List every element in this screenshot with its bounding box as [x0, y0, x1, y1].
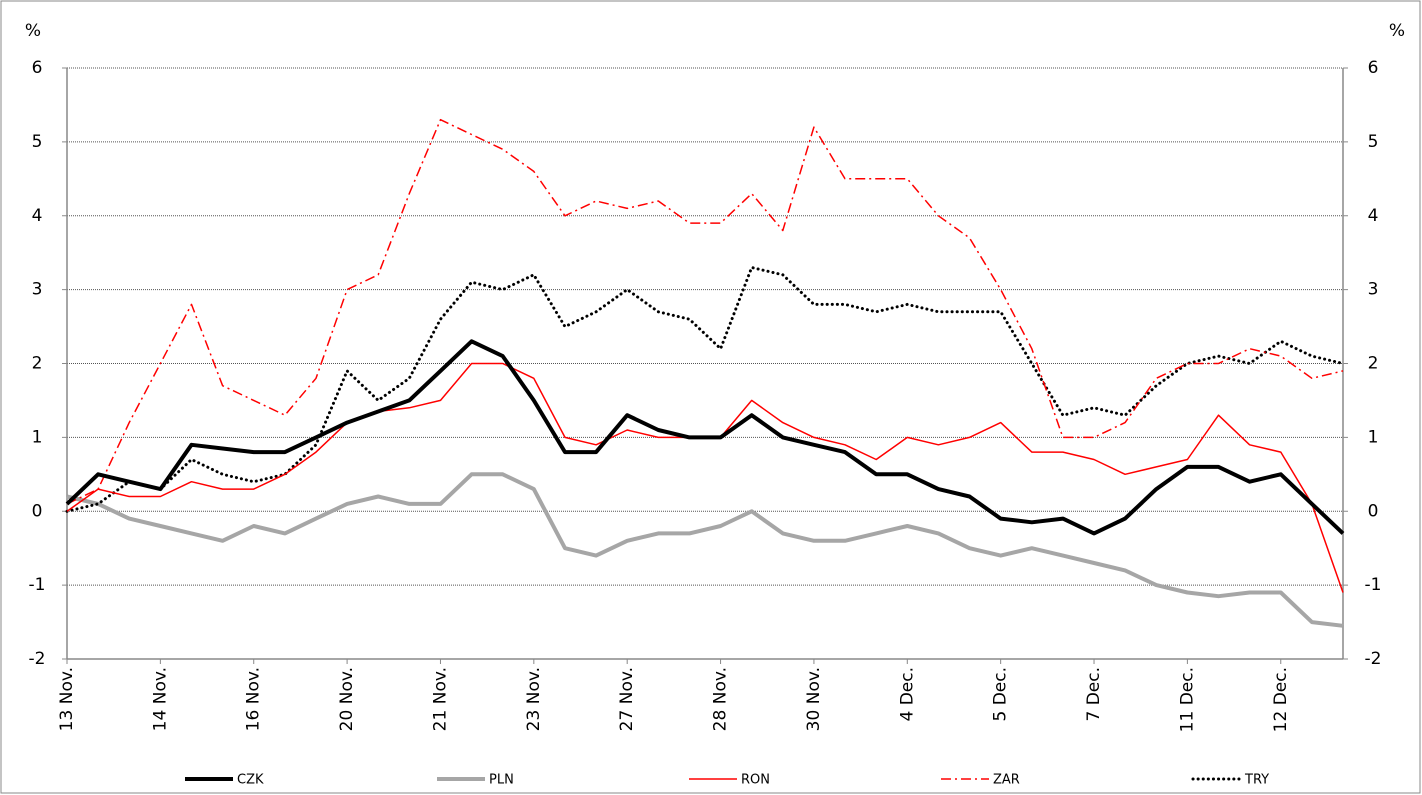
x-tick-label: 13 Nov. [57, 667, 77, 731]
legend-label: TRY [1244, 773, 1269, 788]
y2-tick-label: 1 [1368, 427, 1379, 447]
legend-label: PLN [489, 773, 514, 788]
x-tick-label: 30 Nov. [804, 667, 824, 731]
y2-tick-label: 4 [1368, 206, 1379, 226]
legend-label: RON [741, 773, 770, 788]
series-line [66, 472, 1344, 628]
x-tick-label: 27 Nov. [617, 667, 637, 731]
x-tick-label: 20 Nov. [337, 667, 357, 731]
x-tick-label: 21 Nov. [430, 667, 450, 731]
y-tick-label: 1 [32, 427, 43, 447]
x-tick-label: 14 Nov. [150, 667, 170, 731]
series-line [65, 339, 1345, 536]
y2-tick-label: 6 [1368, 58, 1379, 78]
series-line [66, 118, 1344, 505]
y2-tick-label: -1 [1365, 575, 1382, 595]
y-tick-label: 5 [32, 132, 43, 152]
y-tick-label: 3 [32, 280, 43, 300]
y-tick-label: 2 [32, 354, 43, 374]
series-line [65, 266, 1345, 513]
x-tick-label: 5 Dec. [991, 667, 1011, 722]
y-axis-label: % [25, 21, 41, 41]
y2-tick-label: 2 [1368, 354, 1379, 374]
x-tick-label: 7 Dec. [1084, 667, 1104, 722]
y-tick-label: 6 [32, 58, 43, 78]
x-tick-label: 16 Nov. [244, 667, 264, 731]
y-tick-label: -2 [29, 649, 46, 669]
y-tick-label: -1 [29, 575, 46, 595]
legend-label: ZAR [993, 773, 1020, 788]
x-tick-label: 11 Dec. [1177, 667, 1197, 732]
y2-axis-label: % [1389, 21, 1405, 41]
x-tick-label: 4 Dec. [897, 667, 917, 722]
x-tick-label: 23 Nov. [524, 667, 544, 731]
x-tick-label: 28 Nov. [711, 667, 731, 731]
y2-tick-label: -2 [1365, 649, 1382, 669]
y-tick-label: 4 [32, 206, 43, 226]
x-tick-label: 12 Dec. [1271, 667, 1291, 732]
legend-label: CZK [237, 773, 264, 788]
y-tick-label: 0 [32, 501, 43, 521]
y2-tick-label: 5 [1368, 132, 1379, 152]
y2-tick-label: 0 [1368, 501, 1379, 521]
y2-tick-label: 3 [1368, 280, 1379, 300]
